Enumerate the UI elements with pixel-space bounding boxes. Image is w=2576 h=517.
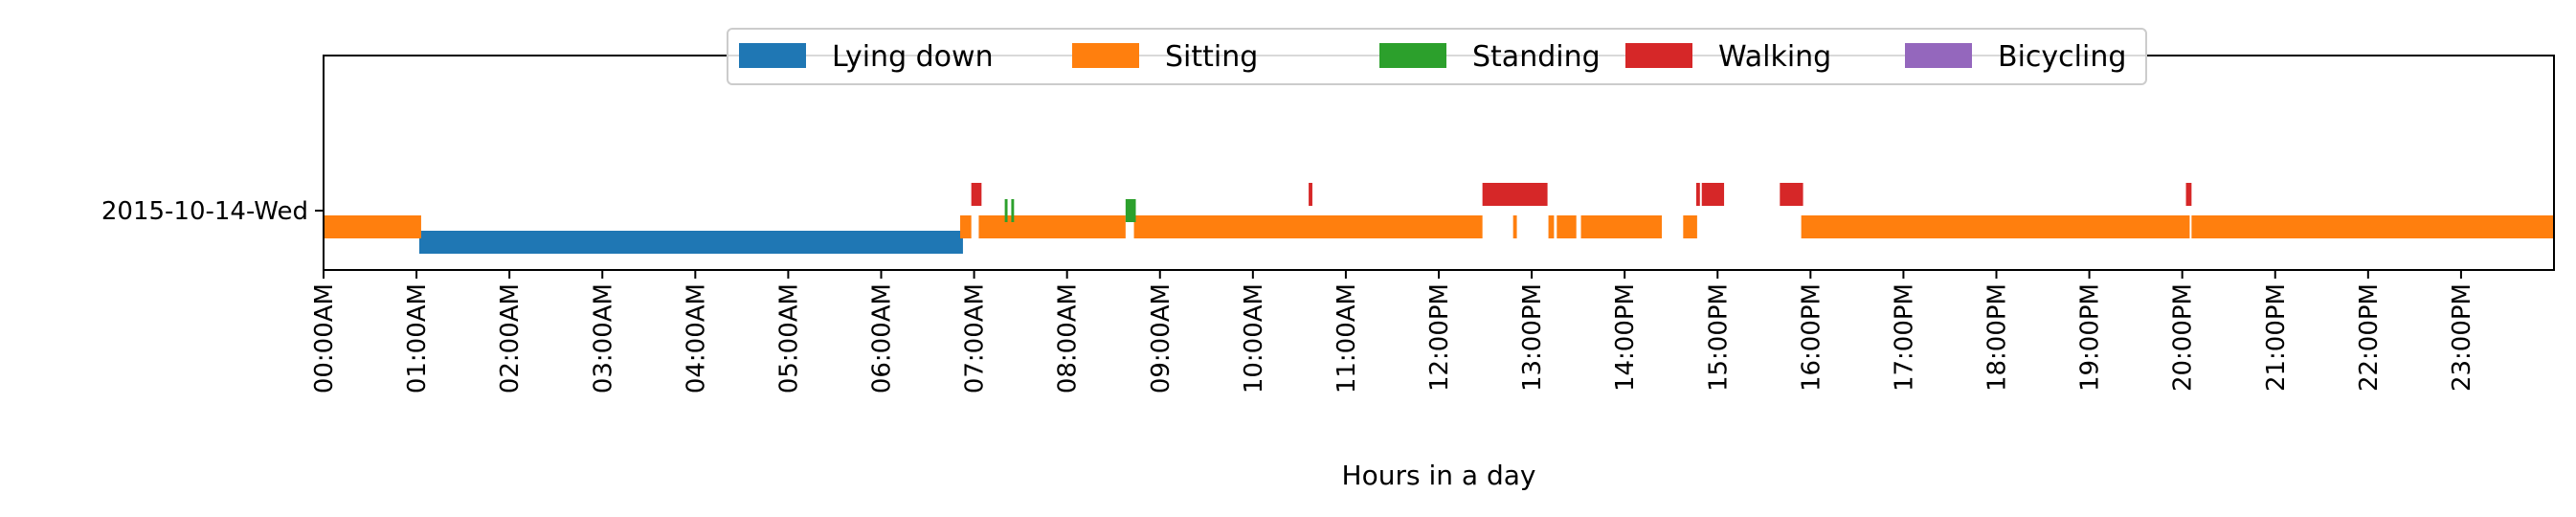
y-axis: 2015-10-14-Wed bbox=[101, 197, 324, 226]
bar-walking-3 bbox=[1695, 183, 1700, 206]
x-tick-label: 12:00PM bbox=[1425, 283, 1454, 392]
legend: Lying down Sitting Standing Walking Bicyclin… bbox=[727, 28, 2147, 85]
bar-walking-6 bbox=[2185, 183, 2192, 206]
bar-sitting-10 bbox=[2191, 215, 2555, 238]
x-tick-label: 04:00AM bbox=[682, 283, 710, 393]
bar-walking-5 bbox=[1780, 183, 1803, 206]
x-tick-label: 22:00PM bbox=[2355, 283, 2384, 392]
legend-label-walking: Walking bbox=[1718, 40, 1831, 74]
bar-standing-1 bbox=[1011, 199, 1015, 222]
x-tick-label: 01:00AM bbox=[403, 283, 432, 393]
bar-walking-2 bbox=[1482, 183, 1548, 206]
bar-walking-4 bbox=[1701, 183, 1725, 206]
bar-standing-2 bbox=[1125, 199, 1136, 222]
bar-sitting-7 bbox=[1580, 215, 1662, 238]
legend-label-sitting: Sitting bbox=[1165, 40, 1258, 74]
x-tick-label: 18:00PM bbox=[1983, 283, 2012, 392]
bar-sitting-3 bbox=[1133, 215, 1483, 238]
x-tick-label: 21:00PM bbox=[2262, 283, 2291, 392]
legend-swatch-standing bbox=[1379, 43, 1446, 68]
x-tick-label: 17:00PM bbox=[1890, 283, 1918, 392]
bar-walking-0 bbox=[971, 183, 982, 206]
bar-sitting-4 bbox=[1512, 215, 1517, 238]
bar-sitting-9 bbox=[1801, 215, 2190, 238]
bar-sitting-1 bbox=[960, 215, 972, 238]
x-tick-label: 10:00AM bbox=[1240, 283, 1268, 393]
bar-sitting-8 bbox=[1683, 215, 1697, 238]
x-tick-label: 11:00AM bbox=[1333, 283, 1361, 393]
x-tick-label: 00:00AM bbox=[310, 283, 339, 393]
bar-walking-1 bbox=[1309, 183, 1312, 206]
x-tick-label: 08:00AM bbox=[1054, 283, 1083, 393]
y-tick-label: 2015-10-14-Wed bbox=[101, 197, 308, 226]
legend-swatch-walking bbox=[1625, 43, 1692, 68]
bar-sitting-6 bbox=[1557, 215, 1577, 238]
x-tick-label: 19:00PM bbox=[2076, 283, 2105, 392]
legend-label-bicycling: Bicycling bbox=[1998, 40, 2126, 74]
activity-bars bbox=[324, 183, 2555, 254]
legend-swatch-sitting bbox=[1072, 43, 1139, 68]
x-tick-label: 15:00PM bbox=[1704, 283, 1733, 392]
x-tick-label: 20:00PM bbox=[2169, 283, 2198, 392]
bar-sitting-0 bbox=[324, 215, 421, 238]
x-tick-label: 23:00PM bbox=[2448, 283, 2476, 392]
x-tick-label: 07:00AM bbox=[961, 283, 990, 393]
x-axis: 00:00AM 01:00AM 02:00AM 03:00AM 04:00AM 05:00… bbox=[310, 270, 2476, 393]
x-tick-label: 02:00AM bbox=[496, 283, 525, 393]
x-tick-label: 14:00PM bbox=[1611, 283, 1640, 392]
x-tick-label: 16:00PM bbox=[1797, 283, 1826, 392]
bar-lying-down-0 bbox=[419, 231, 963, 254]
x-axis-label: Hours in a day bbox=[1342, 460, 1536, 491]
legend-label-standing: Standing bbox=[1472, 40, 1601, 74]
x-tick-label: 09:00AM bbox=[1147, 283, 1176, 393]
legend-swatch-lying-down bbox=[739, 43, 806, 68]
x-tick-label: 03:00AM bbox=[589, 283, 617, 393]
x-tick-label: 06:00AM bbox=[868, 283, 897, 393]
bar-standing-0 bbox=[1004, 199, 1008, 222]
legend-swatch-bicycling bbox=[1905, 43, 1972, 68]
legend-label-lying-down: Lying down bbox=[832, 40, 994, 74]
x-tick-label: 13:00PM bbox=[1518, 283, 1547, 392]
bar-sitting-2 bbox=[978, 215, 1126, 238]
bar-sitting-5 bbox=[1548, 215, 1555, 238]
x-tick-label: 05:00AM bbox=[774, 283, 803, 393]
